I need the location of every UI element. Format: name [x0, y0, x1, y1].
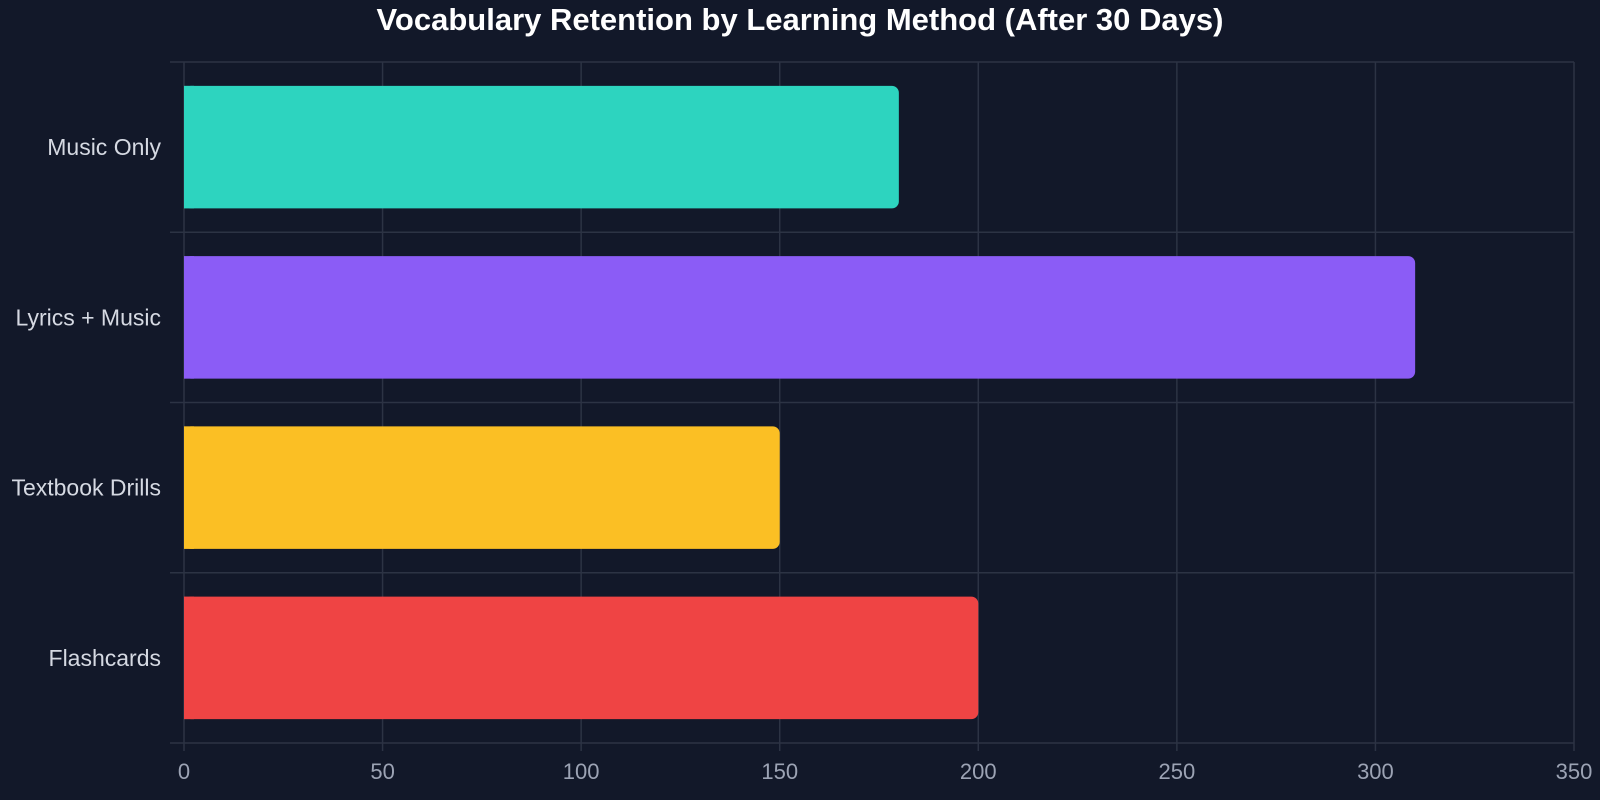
category-label: Lyrics + Music — [16, 304, 161, 330]
x-tick-label: 0 — [178, 759, 190, 784]
bar-base — [184, 596, 194, 720]
x-tick-label: 200 — [960, 759, 997, 784]
bar-base — [184, 85, 194, 209]
x-tick-label: 250 — [1158, 759, 1195, 784]
label-layer: 0 50 100 150 200 250 300 350 Music Only Lyrics + … — [11, 134, 1592, 784]
category-label: Flashcards — [49, 645, 161, 671]
bar — [184, 596, 979, 720]
x-tick-label: 50 — [370, 759, 394, 784]
bar-layer — [184, 85, 1416, 720]
x-tick-label: 150 — [761, 759, 798, 784]
bar-base — [184, 256, 194, 379]
bar-base — [184, 426, 194, 549]
bar — [184, 426, 780, 549]
x-tick-label: 100 — [563, 759, 600, 784]
bar — [184, 256, 1416, 379]
category-label: Music Only — [47, 134, 161, 160]
x-tick-label: 300 — [1357, 759, 1394, 784]
x-tick-label: 350 — [1556, 759, 1593, 784]
chart-title: Vocabulary Retention by Learning Method … — [376, 2, 1224, 37]
bar — [184, 85, 899, 209]
category-label: Textbook Drills — [11, 475, 161, 501]
